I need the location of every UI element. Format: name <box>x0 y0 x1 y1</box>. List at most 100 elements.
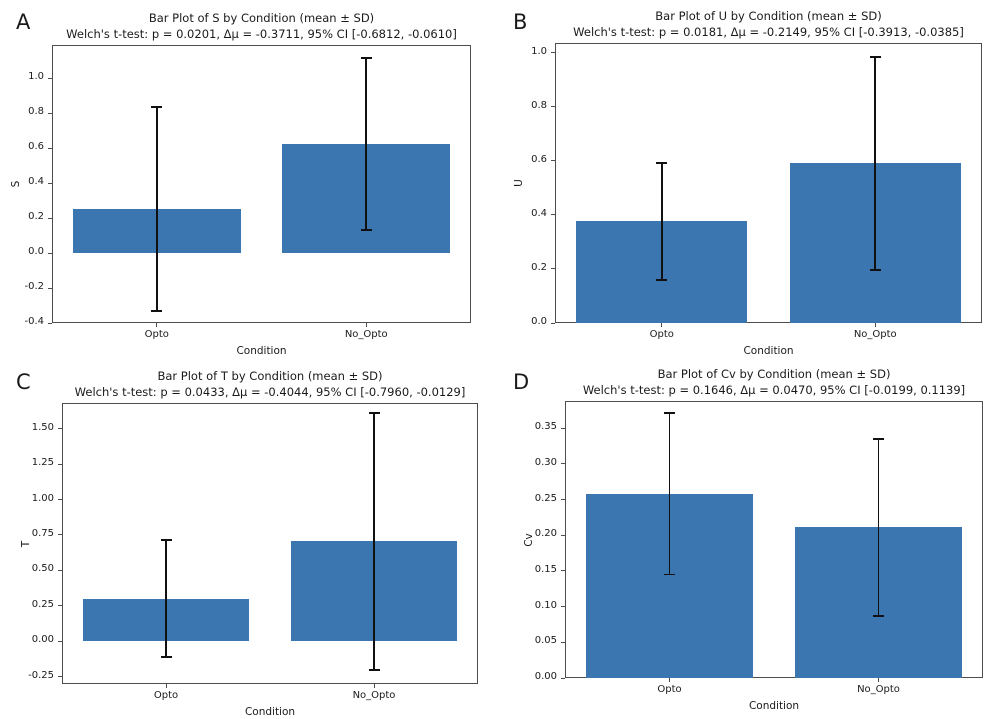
y-tick-mark <box>48 147 52 149</box>
y-axis-label: Cv <box>523 532 535 547</box>
y-tick-label: 0.4 <box>28 176 44 188</box>
axes-frame <box>62 403 478 684</box>
y-tick-mark <box>561 606 565 608</box>
panel-title: Bar Plot of Cv by Condition (mean ± SD) <box>657 367 891 381</box>
error-bar-cap-bottom <box>360 228 372 231</box>
y-tick-mark <box>58 428 62 430</box>
y-tick-mark <box>48 252 52 254</box>
panel-title: Bar Plot of U by Condition (mean ± SD) <box>655 9 882 23</box>
y-tick-mark <box>561 499 565 501</box>
y-tick-label: 0.25 <box>534 492 557 504</box>
x-tick-label: Opto <box>649 329 674 340</box>
panel-title: Bar Plot of S by Condition (mean ± SD) <box>148 11 375 25</box>
error-bar-cap-top <box>368 411 380 414</box>
panel-title: Bar Plot of T by Condition (mean ± SD) <box>157 369 383 383</box>
y-tick-label: 0.0 <box>531 316 547 327</box>
error-bar-line <box>660 162 663 281</box>
y-tick-mark <box>58 569 62 571</box>
y-tick-mark <box>561 641 565 643</box>
y-tick-mark <box>551 322 555 324</box>
y-tick-label: 0.2 <box>531 261 547 273</box>
x-tick-label: No_Opto <box>853 329 897 340</box>
y-tick-mark <box>561 534 565 536</box>
y-tick-mark <box>58 499 62 500</box>
x-axis-label: Condition <box>743 345 794 357</box>
y-tick-label: 0.2 <box>28 211 44 223</box>
panel-subtitle: Welch's t-test: p = 0.0433, Δμ = -0.4044… <box>74 385 466 399</box>
x-tick-mark <box>874 323 876 327</box>
x-tick-label: Opto <box>657 684 682 695</box>
x-tick-mark <box>661 323 663 327</box>
y-tick-mark <box>58 605 62 607</box>
y-tick-mark <box>551 268 555 270</box>
panel-letter: C <box>16 370 31 394</box>
y-tick-mark <box>551 160 555 162</box>
error-bar-line <box>668 413 671 575</box>
y-tick-label: 0.75 <box>31 527 54 539</box>
error-bar-cap-top <box>664 412 675 415</box>
x-tick-label: Opto <box>144 329 169 340</box>
x-axis-label: Condition <box>748 700 800 712</box>
y-tick-label: 0.25 <box>31 598 54 610</box>
y-axis-label: T <box>20 540 32 547</box>
error-bar-cap-bottom <box>368 668 380 671</box>
y-tick-mark <box>48 77 52 79</box>
y-tick-label: -0.4 <box>24 316 44 327</box>
y-tick-label: 0.30 <box>534 456 557 468</box>
error-bar-cap-bottom <box>160 656 172 659</box>
panel-letter: A <box>16 10 31 34</box>
panel-title-block: Bar Plot of S by Condition (mean ± SD) We… <box>66 10 457 42</box>
error-bar-cap-bottom <box>869 269 881 271</box>
panel-title-block: Bar Plot of Cv by Condition (mean ± SD) W… <box>583 366 965 398</box>
error-bar-cap-top <box>873 437 884 440</box>
error-bar-cap-top <box>151 105 163 108</box>
x-tick-mark <box>373 684 375 688</box>
error-bar-line <box>165 539 167 658</box>
error-bar-line <box>365 58 368 230</box>
y-tick-mark <box>48 287 52 289</box>
y-tick-label: 0.50 <box>31 563 54 575</box>
panel-letter: B <box>513 10 528 34</box>
panel-subtitle: Welch's t-test: p = 0.0201, Δμ = -0.3711… <box>66 27 457 41</box>
y-tick-label: -0.25 <box>28 669 54 681</box>
y-tick-label: 0.10 <box>534 599 557 611</box>
x-tick-mark <box>156 323 158 327</box>
y-tick-mark <box>561 570 565 572</box>
x-tick-label: No_Opto <box>344 329 388 340</box>
error-bar-cap-top <box>160 539 172 541</box>
y-tick-mark <box>48 112 52 114</box>
y-tick-mark <box>551 214 555 216</box>
x-tick-mark <box>165 684 167 688</box>
y-tick-label: 0.4 <box>531 207 547 219</box>
x-axis-label: Condition <box>236 345 287 357</box>
y-tick-mark <box>48 322 52 324</box>
y-tick-mark <box>48 182 52 184</box>
y-tick-label: 0.35 <box>534 421 557 433</box>
panel-subtitle: Welch's t-test: p = 0.0181, Δμ = -0.2149… <box>573 25 964 39</box>
error-bar-line <box>373 412 375 670</box>
y-tick-label: 0.6 <box>28 141 44 153</box>
panel-title-block: Bar Plot of U by Condition (mean ± SD) We… <box>573 8 964 40</box>
y-tick-label: 0.00 <box>534 671 557 682</box>
y-tick-mark <box>551 106 555 108</box>
error-bar-cap-bottom <box>151 310 163 312</box>
y-tick-label: 0.8 <box>28 106 44 118</box>
error-bar-line <box>877 438 880 616</box>
error-bar-line <box>155 106 158 311</box>
y-tick-mark <box>58 676 62 678</box>
y-tick-mark <box>561 463 565 465</box>
y-tick-label: 0.05 <box>534 635 557 647</box>
y-tick-label: 1.00 <box>31 492 54 504</box>
axes-frame <box>555 43 982 323</box>
y-tick-mark <box>58 463 62 465</box>
panel-title-block: Bar Plot of T by Condition (mean ± SD) We… <box>75 368 466 400</box>
y-tick-label: 0.6 <box>531 153 547 165</box>
y-tick-mark <box>58 640 62 642</box>
y-tick-mark <box>561 677 565 679</box>
y-tick-mark <box>551 52 555 54</box>
x-axis-label: Condition <box>244 706 296 718</box>
y-tick-label: 0.15 <box>534 563 557 575</box>
x-tick-mark <box>878 678 879 682</box>
y-axis-label: U <box>513 179 525 187</box>
error-bar-cap-bottom <box>873 614 884 617</box>
